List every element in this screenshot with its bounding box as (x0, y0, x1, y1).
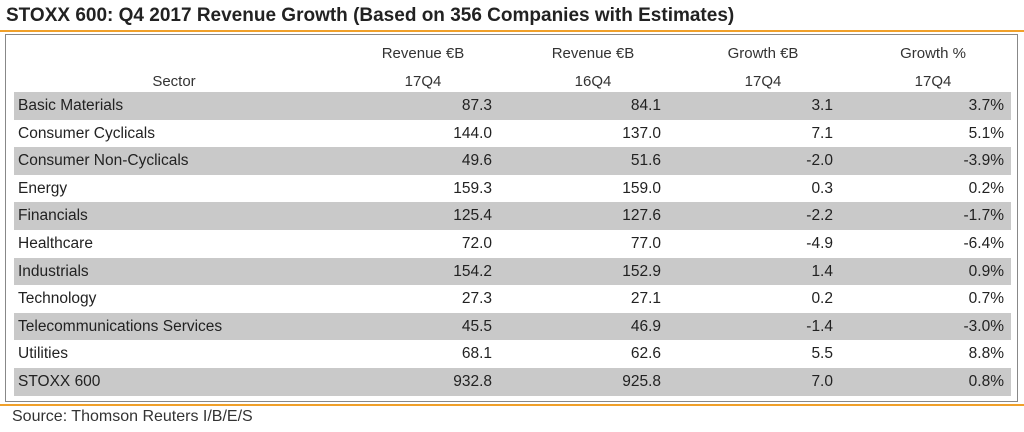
table-row: Financials 125.4 127.6 -2.2 -1.7% (14, 202, 1011, 230)
source-note: Source: Thomson Reuters I/B/E/S (12, 408, 253, 425)
header-sector: Sector (152, 73, 196, 90)
sector-cell: Telecommunications Services (18, 317, 223, 335)
value-cell: 72.0 (461, 234, 492, 252)
value-cell: -2.2 (806, 207, 833, 225)
sector-cell: STOXX 600 (18, 372, 101, 390)
value-cell: 154.2 (453, 262, 492, 280)
source-divider (0, 404, 1024, 406)
value-cell: 45.5 (461, 317, 492, 335)
total-row: STOXX 600 932.8 925.8 7.0 0.8% (14, 367, 1011, 396)
sector-cell: Technology (18, 290, 97, 308)
value-cell: 159.3 (453, 179, 492, 197)
sector-cell: Consumer Cyclicals (18, 124, 155, 142)
header-revenue-17q4-line2: 17Q4 (404, 73, 442, 90)
value-cell: -2.0 (806, 152, 833, 170)
value-cell: 144.0 (453, 124, 492, 142)
table-row: Energy 159.3 159.0 0.3 0.2% (14, 175, 1011, 203)
value-cell: 49.6 (461, 152, 492, 170)
header-revenue-16q4-line1: Revenue €B (551, 45, 635, 62)
value-cell: 137.0 (622, 124, 661, 142)
sector-cell: Utilities (18, 345, 68, 363)
value-cell: 1.4 (811, 262, 833, 280)
header-growth-eur-line1: Growth €B (727, 45, 799, 62)
value-cell: 0.7% (968, 290, 1004, 308)
page-title: STOXX 600: Q4 2017 Revenue Growth (Based… (6, 5, 735, 26)
table-body: Basic Materials 87.3 84.1 3.1 3.7% Consumer C… (14, 92, 1011, 396)
table-row: Telecommunications Services 45.5 46.9 -1.4 -… (14, 312, 1011, 341)
table-frame: Sector Revenue €B 17Q4 Revenue €B 16Q4 G… (5, 34, 1018, 402)
sector-cell: Energy (18, 179, 68, 197)
value-cell: 5.5 (811, 345, 833, 363)
value-cell: 0.2 (811, 290, 833, 308)
header-revenue-17q4-line1: Revenue €B (381, 45, 465, 62)
value-cell: 0.3 (811, 179, 833, 197)
title-divider (0, 30, 1024, 32)
value-cell: 0.2% (968, 179, 1004, 197)
value-cell: 0.9% (968, 262, 1004, 280)
value-cell: -4.9 (806, 234, 833, 252)
header-revenue-16q4-line2: 16Q4 (574, 73, 612, 90)
value-cell: 7.1 (811, 124, 833, 142)
header-growth-pct-line1: Growth % (900, 45, 966, 62)
table-row: Healthcare 72.0 77.0 -4.9 -6.4% (14, 230, 1011, 258)
value-cell: 152.9 (622, 262, 661, 280)
value-cell: -6.4% (963, 234, 1005, 252)
value-cell: 925.8 (622, 372, 661, 390)
value-cell: 5.1% (968, 124, 1004, 142)
table-row: Utilities 68.1 62.6 5.5 8.8% (14, 340, 1011, 368)
value-cell: 932.8 (453, 372, 492, 390)
value-cell: -3.0% (963, 317, 1005, 335)
value-cell: 27.3 (461, 290, 492, 308)
header-growth-eur-line2: 17Q4 (744, 73, 782, 90)
value-cell: 87.3 (461, 97, 492, 114)
value-cell: -1.4 (806, 317, 833, 335)
sector-cell: Financials (18, 207, 88, 225)
value-cell: 0.8% (968, 372, 1004, 390)
value-cell: 7.0 (811, 372, 833, 390)
value-cell: -3.9% (963, 152, 1005, 170)
sector-cell: Basic Materials (18, 97, 124, 114)
value-cell: 51.6 (630, 152, 661, 170)
value-cell: -1.7% (963, 207, 1005, 225)
value-cell: 125.4 (453, 207, 492, 225)
value-cell: 3.1 (811, 97, 833, 114)
table-row: Industrials 154.2 152.9 1.4 0.9% (14, 257, 1011, 286)
value-cell: 46.9 (630, 317, 661, 335)
value-cell: 68.1 (461, 345, 492, 363)
table-row: Consumer Non-Cyclicals 49.6 51.6 -2.0 -3.9% (14, 147, 1011, 175)
value-cell: 8.8% (968, 345, 1004, 363)
value-cell: 62.6 (630, 345, 661, 363)
value-cell: 77.0 (630, 234, 661, 252)
value-cell: 27.1 (630, 290, 661, 308)
header-growth-pct-line2: 17Q4 (914, 73, 952, 90)
value-cell: 159.0 (622, 179, 661, 197)
sector-cell: Consumer Non-Cyclicals (18, 152, 189, 170)
table-row: Technology 27.3 27.1 0.2 0.7% (14, 285, 1011, 313)
table-row: Basic Materials 87.3 84.1 3.1 3.7% (14, 92, 1011, 120)
table-row: Consumer Cyclicals 144.0 137.0 7.1 5.1% (14, 120, 1011, 148)
table-header: Sector Revenue €B 17Q4 Revenue €B 16Q4 G… (6, 35, 1017, 91)
value-cell: 127.6 (622, 207, 661, 225)
sector-cell: Healthcare (18, 234, 93, 252)
value-cell: 3.7% (968, 97, 1004, 114)
value-cell: 84.1 (630, 97, 661, 114)
sector-cell: Industrials (18, 262, 89, 280)
